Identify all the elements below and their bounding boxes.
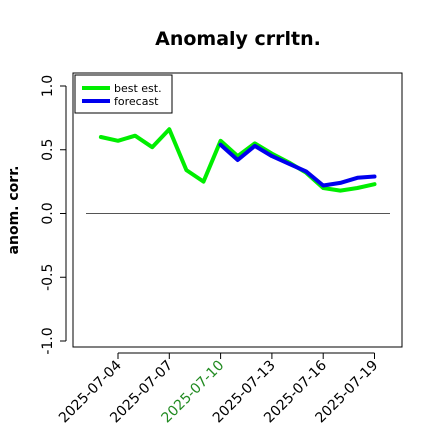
legend-label: forecast	[114, 95, 159, 108]
y-tick-label: -0.5	[40, 264, 56, 291]
y-axis: -1.0 -0.5 0.0 0.5 1.0	[40, 75, 67, 355]
legend-label: best est.	[114, 82, 162, 95]
y-tick-label: 0.5	[40, 139, 56, 161]
series-line-best-est	[98, 127, 377, 193]
plot-area	[72, 72, 403, 348]
y-axis-label: anom. corr.	[6, 166, 22, 255]
y-tick-label: -1.0	[40, 327, 56, 354]
legend-box	[74, 74, 173, 114]
legend: best est.forecast	[74, 74, 173, 114]
series-line-forecast	[218, 142, 377, 188]
x-axis: 2025-07-042025-07-072025-07-102025-07-13…	[56, 352, 381, 426]
y-tick-label: 1.0	[40, 75, 56, 97]
chart-title: Anomaly crrltn.	[155, 28, 321, 50]
series-layer	[98, 127, 377, 193]
y-tick-label: 0.0	[40, 202, 56, 224]
